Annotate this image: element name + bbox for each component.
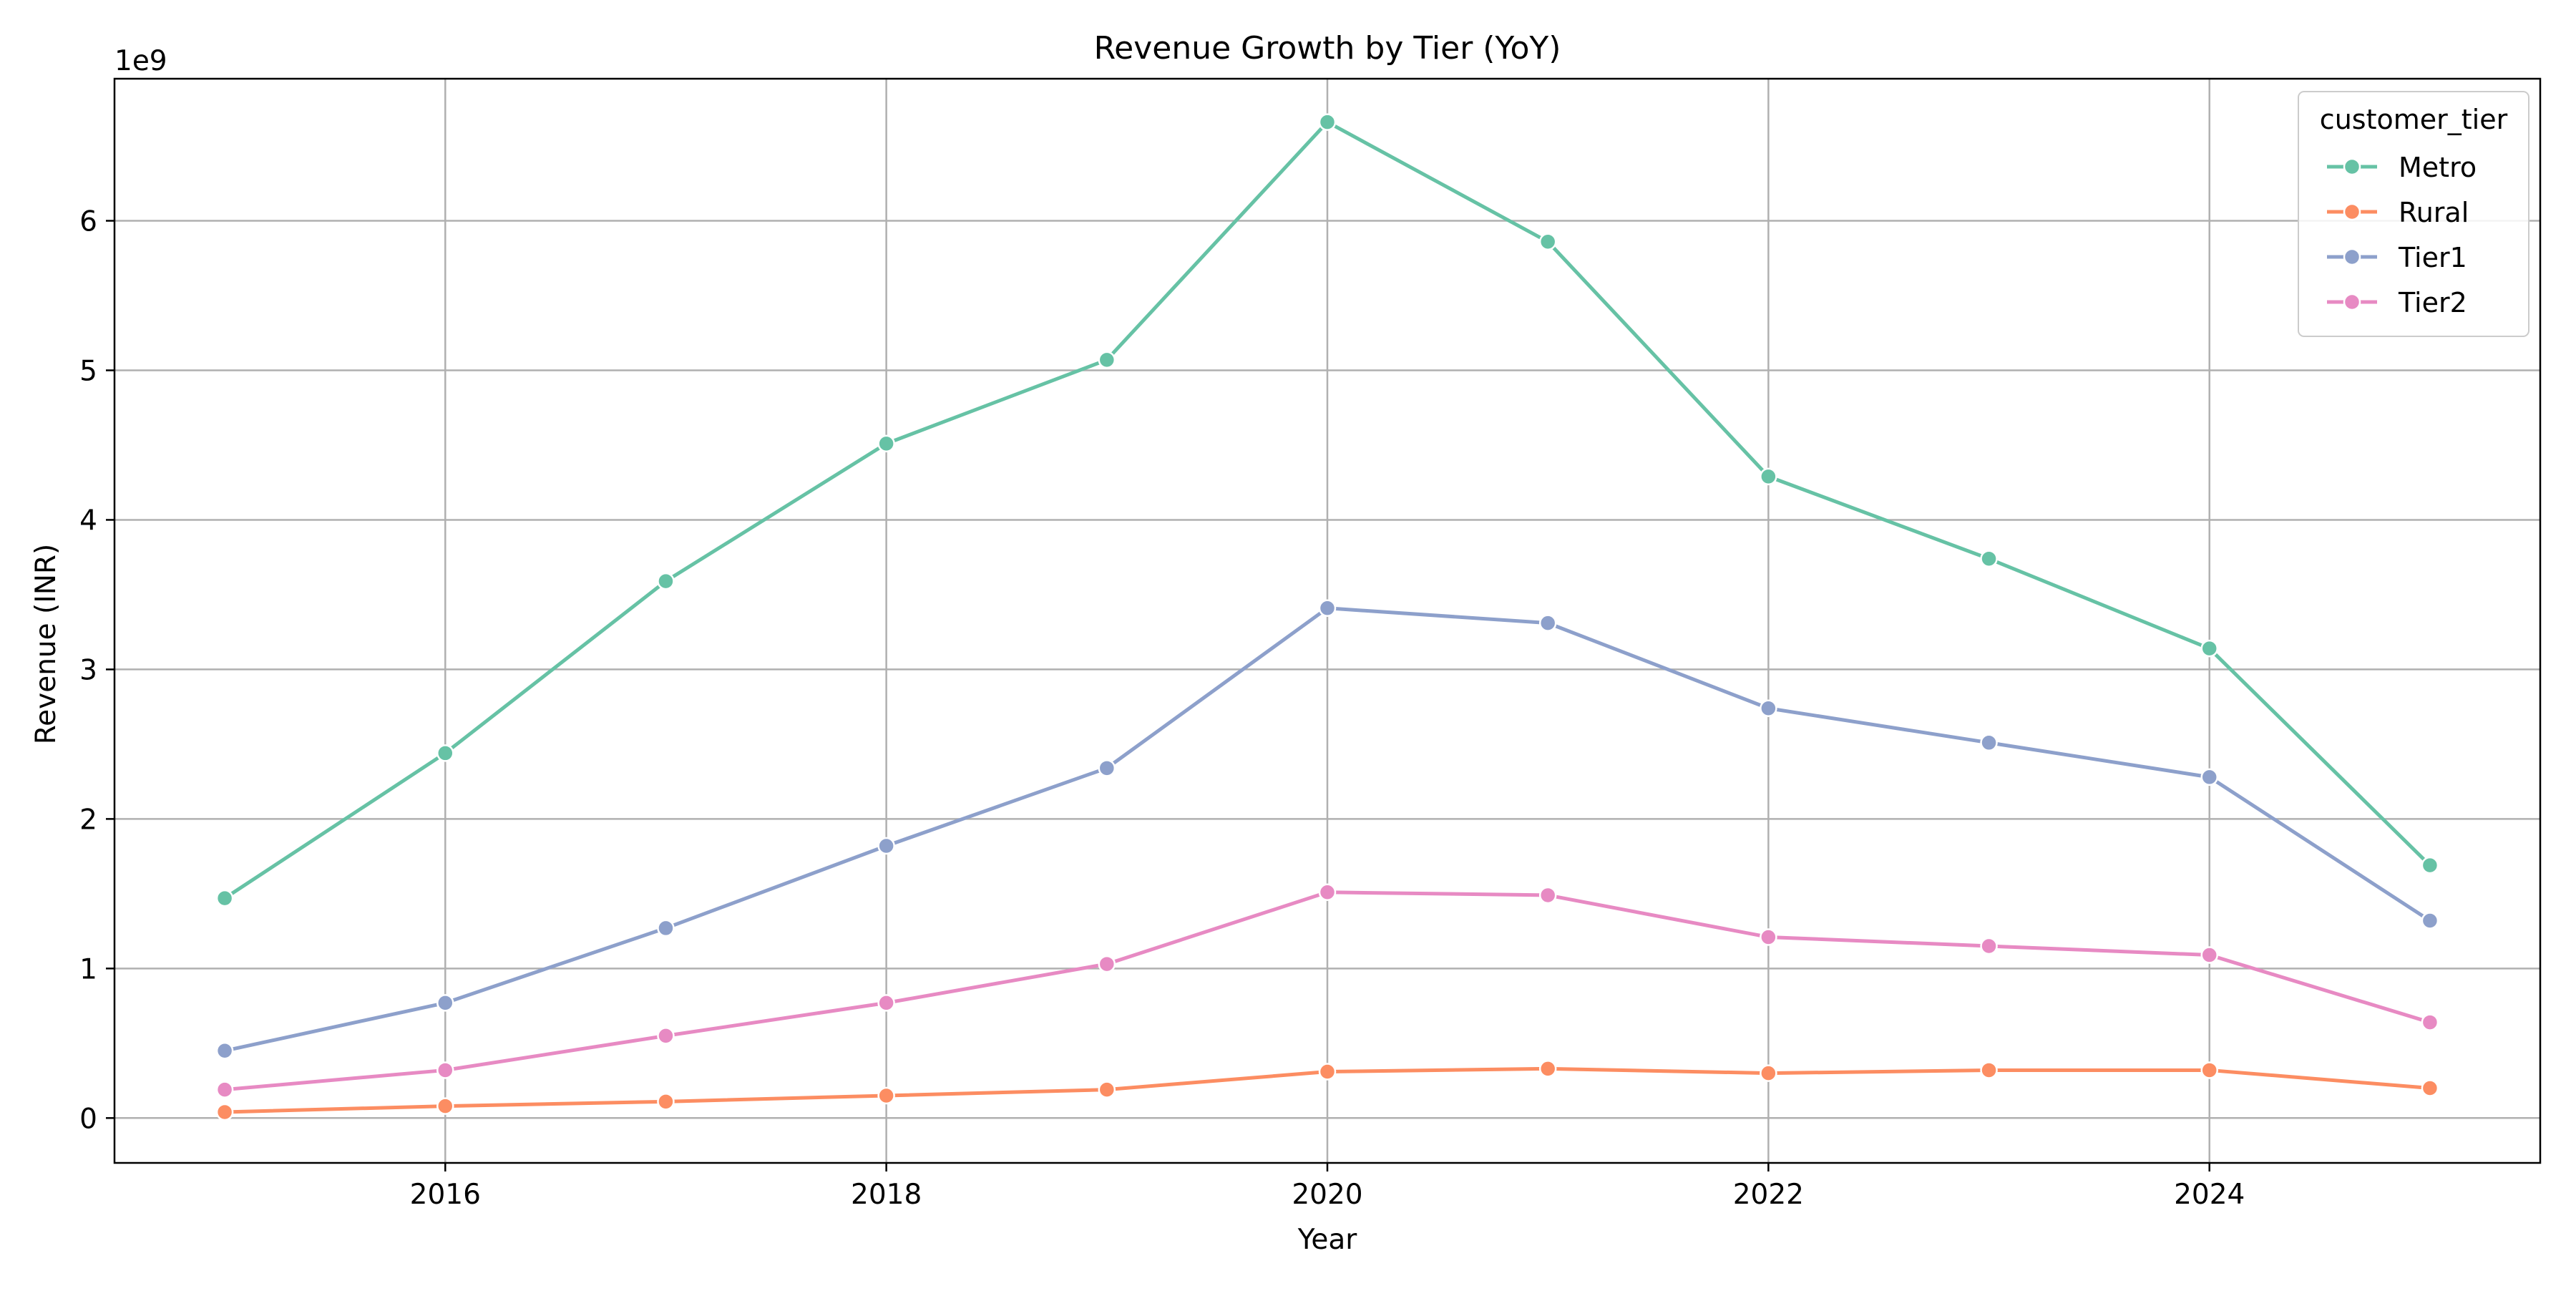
x-tick-label: 2020 <box>1292 1179 1362 1211</box>
x-tick-label: 2018 <box>851 1179 922 1211</box>
y-axis-label: Revenue (INR) <box>30 544 62 744</box>
data-point-metro <box>657 572 675 590</box>
data-point-metro <box>2421 856 2439 875</box>
data-point-tier1 <box>215 1042 234 1060</box>
series-tier2 <box>215 883 2439 1098</box>
data-point-tier2 <box>877 994 895 1012</box>
x-tick-label: 2024 <box>2174 1179 2245 1211</box>
data-point-metro <box>215 889 234 907</box>
x-axis-label: Year <box>1297 1224 1358 1256</box>
data-point-rural <box>436 1097 454 1115</box>
y-tick-label: 6 <box>79 206 97 238</box>
data-point-metro <box>436 744 454 762</box>
data-point-metro <box>877 434 895 453</box>
data-point-tier1 <box>1980 734 1998 752</box>
data-point-metro <box>1980 550 1998 568</box>
legend-item-tier1: Tier1 <box>2327 242 2467 273</box>
data-point-tier2 <box>1538 886 1557 905</box>
legend-swatch-marker <box>2343 293 2361 311</box>
series-tier1 <box>215 599 2439 1060</box>
series-lines <box>215 113 2439 1121</box>
y-tick-label: 5 <box>79 355 97 387</box>
legend-label: Rural <box>2399 197 2469 228</box>
data-point-tier1 <box>1098 759 1116 777</box>
data-point-tier1 <box>657 919 675 937</box>
data-point-tier2 <box>657 1027 675 1045</box>
data-point-tier1 <box>1318 599 1337 617</box>
data-point-rural <box>2421 1079 2439 1097</box>
data-point-rural <box>657 1093 675 1111</box>
data-point-tier1 <box>2200 768 2218 786</box>
data-point-tier2 <box>2200 946 2218 964</box>
data-point-rural <box>1538 1060 1557 1078</box>
legend-box <box>2298 91 2529 337</box>
data-point-metro <box>1098 351 1116 369</box>
y-tick-label: 2 <box>79 804 97 836</box>
data-point-metro <box>1538 233 1557 251</box>
legend-label: Tier1 <box>2398 242 2467 273</box>
legend-item-metro: Metro <box>2327 152 2477 183</box>
y-axis-offset-label: 1e9 <box>114 45 167 77</box>
data-point-rural <box>1318 1063 1337 1081</box>
data-point-metro <box>1760 467 1777 486</box>
data-point-rural <box>1980 1061 1998 1079</box>
data-point-tier2 <box>1760 928 1777 946</box>
data-point-metro <box>1318 113 1337 131</box>
data-point-tier2 <box>1980 937 1998 955</box>
legend-item-rural: Rural <box>2327 197 2469 228</box>
chart-title: Revenue Growth by Tier (YoY) <box>1094 30 1561 67</box>
legend-label: Tier2 <box>2398 287 2467 318</box>
data-point-tier2 <box>436 1061 454 1079</box>
series-rural <box>215 1060 2439 1121</box>
x-tick-label: 2016 <box>410 1179 481 1211</box>
data-point-tier2 <box>1318 883 1337 902</box>
grid-lines <box>114 79 2540 1163</box>
data-point-tier1 <box>1760 699 1777 717</box>
axis-ticks: 2016 2018 2020 2022 2024 0 1 2 3 4 5 6 <box>79 206 2245 1211</box>
series-metro <box>215 113 2439 907</box>
data-point-rural <box>1098 1081 1116 1098</box>
data-point-metro <box>2200 639 2218 658</box>
data-point-rural <box>215 1103 234 1121</box>
data-point-rural <box>1760 1064 1777 1082</box>
legend-label: Metro <box>2399 152 2477 183</box>
legend-title: customer_tier <box>2320 104 2508 135</box>
data-point-rural <box>2200 1061 2218 1079</box>
data-point-rural <box>877 1086 895 1105</box>
y-tick-label: 4 <box>79 505 97 537</box>
x-tick-label: 2022 <box>1733 1179 1804 1211</box>
y-tick-label: 1 <box>79 953 97 985</box>
data-point-tier1 <box>436 994 454 1012</box>
data-point-tier1 <box>2421 912 2439 930</box>
data-point-tier2 <box>215 1081 234 1098</box>
data-point-tier1 <box>1538 614 1557 632</box>
legend-item-tier2: Tier2 <box>2327 287 2467 318</box>
y-tick-label: 0 <box>79 1103 97 1135</box>
legend: customer_tier Metro Rural Tier1 Tier2 <box>2298 91 2529 337</box>
data-point-tier2 <box>1098 955 1116 973</box>
legend-swatch-marker <box>2343 248 2361 266</box>
data-point-tier2 <box>2421 1013 2439 1031</box>
legend-swatch-marker <box>2343 157 2361 176</box>
data-point-tier1 <box>877 837 895 855</box>
y-tick-label: 3 <box>79 654 97 686</box>
legend-swatch-marker <box>2343 203 2361 221</box>
